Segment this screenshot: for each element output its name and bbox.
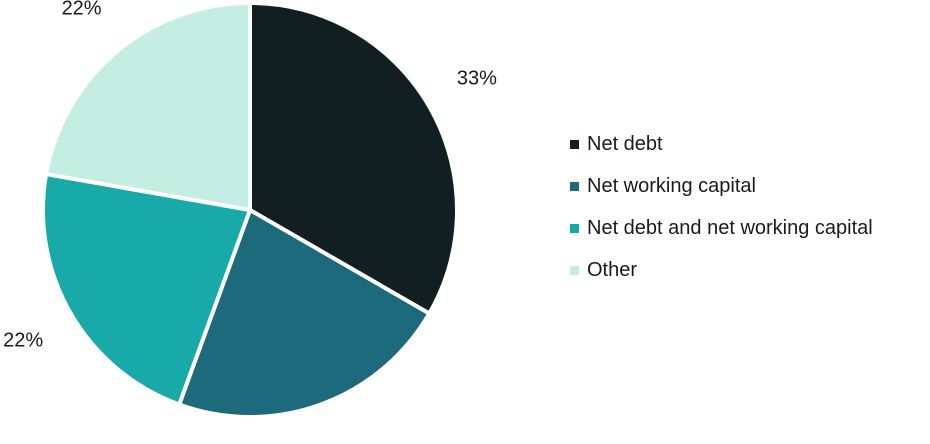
- pie-label-net-debt: 33%: [457, 67, 497, 89]
- legend-swatch-other: [570, 265, 579, 275]
- legend-swatch-net-debt: [570, 139, 579, 149]
- legend-label-net-working-capital: Net working capital: [587, 174, 756, 197]
- legend-swatch-net-working-capital: [570, 181, 579, 191]
- pie-label-other: 22%: [62, 0, 102, 20]
- legend-item-net-working-capital: Net working capital: [570, 175, 873, 197]
- legend: Net debt Net working capital Net debt an…: [570, 133, 873, 301]
- legend-label-net-debt-and-net-working-capital: Net debt and net working capital: [587, 216, 873, 239]
- pie-slices: [41, 1, 459, 419]
- pie-labels: 33%22%22%22%: [3, 0, 497, 351]
- pie-label-net-debt-and-net-working-capital: 22%: [3, 329, 43, 351]
- legend-item-other: Other: [570, 259, 873, 281]
- pie-slice-net-working-capital: [177, 208, 432, 419]
- pie-slice-net-debt: [248, 1, 459, 316]
- legend-label-other: Other: [587, 258, 638, 281]
- legend-swatch-net-debt-and-net-working-capital: [570, 223, 579, 233]
- pie-slice-other: [44, 1, 252, 212]
- legend-label-net-debt: Net debt: [587, 132, 663, 155]
- pie-slice-net-debt-and-net-working-capital: [41, 172, 252, 407]
- legend-item-net-debt-and-net-working-capital: Net debt and net working capital: [570, 217, 873, 239]
- legend-item-net-debt: Net debt: [570, 133, 873, 155]
